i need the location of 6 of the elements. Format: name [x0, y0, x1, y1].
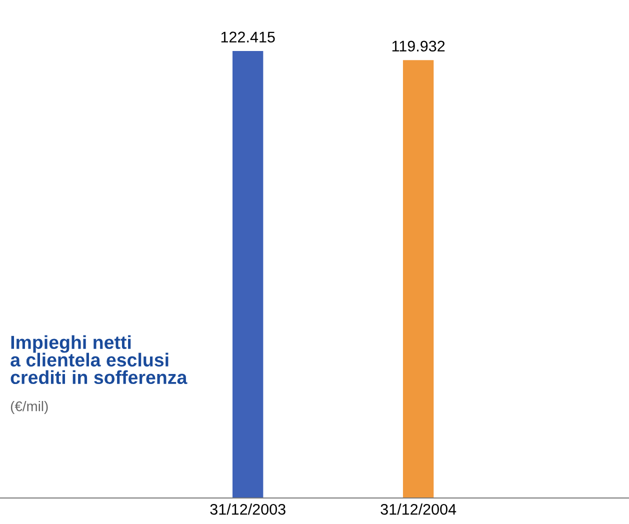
text: Impieghi netti a clientela esclusi crediti in sofferenza [10, 335, 188, 384]
x-tick-label: 31/12/2004 [380, 504, 456, 515]
data-label: 122.415 [221, 32, 275, 42]
data-label: 119.932 [392, 40, 445, 52]
text: (€/mil) [10, 401, 48, 414]
x-tick-label: 31/12/2003 [210, 504, 286, 515]
